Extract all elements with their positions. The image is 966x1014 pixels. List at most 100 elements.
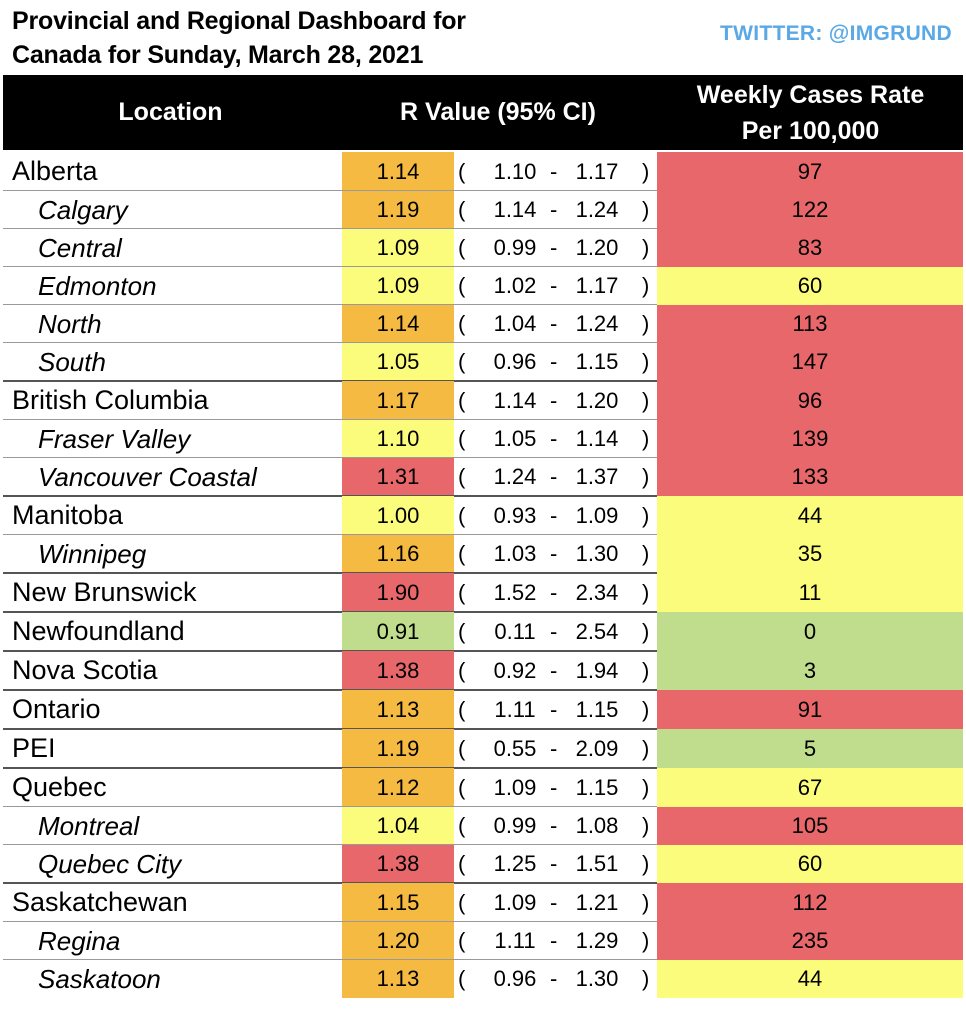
location-name: South: [38, 346, 106, 377]
ci-lower: 1.03: [493, 541, 537, 566]
r-value: 1.15: [342, 883, 454, 922]
province-separator: [3, 728, 657, 730]
ci-close-paren: ): [642, 928, 650, 953]
weekly-cases-rate: 105: [657, 807, 963, 845]
ci-upper: 1.15: [575, 696, 619, 722]
r-value: 1.38: [342, 651, 454, 690]
table-header: Location R Value (95% CI) Weekly Cases R…: [3, 75, 963, 150]
region-separator: [3, 266, 657, 267]
confidence-interval: (1.09-1.15): [455, 768, 657, 807]
location-name: British Columbia: [12, 385, 209, 415]
province-row: Manitoba 1.00(0.93-1.09) 44: [3, 495, 963, 535]
region-separator: [3, 534, 657, 535]
ci-lower: 0.99: [493, 235, 537, 260]
r-value: 1.13: [342, 690, 454, 729]
ci-open-paren: (: [458, 197, 466, 222]
ci-dash: -: [550, 464, 558, 489]
region-row: North 1.14(1.04-1.24) 113: [3, 304, 963, 343]
ci-close-paren: ): [642, 889, 650, 915]
confidence-interval: (1.24-1.37): [455, 458, 657, 496]
weekly-cases-rate: 44: [657, 496, 963, 535]
ci-lower: 1.09: [493, 889, 537, 915]
ci-lower: 1.25: [493, 851, 537, 876]
ci-upper: 1.08: [575, 813, 619, 838]
location-name: Manitoba: [12, 500, 124, 530]
r-value: 1.16: [342, 535, 454, 573]
ci-open-paren: (: [458, 618, 466, 644]
ci-open-paren: (: [458, 311, 466, 336]
region-row: South 1.05(0.96-1.15) 147: [3, 342, 963, 381]
region-separator: [3, 342, 657, 343]
r-value: 1.31: [342, 458, 454, 496]
region-separator: [3, 190, 657, 191]
region-separator: [3, 457, 657, 458]
ci-open-paren: (: [458, 657, 466, 683]
province-separator: [3, 572, 657, 574]
ci-close-paren: ): [642, 618, 650, 644]
region-row: Fraser Valley 1.10(1.05-1.14) 139: [3, 419, 963, 458]
ci-close-paren: ): [642, 502, 650, 528]
r-value: 1.20: [342, 922, 454, 960]
ci-close-paren: ): [642, 735, 650, 761]
ci-upper: 1.51: [575, 851, 619, 876]
ci-lower: 1.10: [493, 158, 537, 184]
ci-open-paren: (: [458, 158, 466, 184]
ci-lower: 1.11: [494, 696, 536, 722]
confidence-interval: (1.10-1.17): [455, 152, 657, 191]
ci-dash: -: [550, 349, 558, 374]
ci-open-paren: (: [458, 774, 466, 800]
ci-open-paren: (: [458, 735, 466, 761]
weekly-cases-rate: 147: [657, 343, 963, 381]
dashboard-table-body: Alberta 1.14(1.10-1.17) 97 Calgary 1.19(1.14…: [3, 152, 963, 998]
region-row: Calgary 1.19(1.14-1.24) 122: [3, 190, 963, 229]
ci-open-paren: (: [458, 349, 466, 374]
ci-close-paren: ): [642, 158, 650, 184]
twitter-handle: TWITTER: @IMGRUND: [719, 22, 952, 45]
weekly-cases-rate: 5: [657, 729, 963, 768]
ci-upper: 1.30: [575, 966, 619, 991]
confidence-interval: (1.05-1.14): [455, 420, 657, 458]
ci-dash: -: [550, 851, 558, 876]
region-separator: [3, 959, 657, 960]
province-separator: [3, 650, 657, 652]
location-name: Calgary: [38, 194, 128, 225]
ci-dash: -: [550, 197, 558, 222]
ci-upper: 1.14: [575, 426, 619, 451]
r-value: 1.19: [342, 729, 454, 768]
confidence-interval: (1.11-1.15): [455, 690, 657, 729]
ci-dash: -: [550, 541, 558, 566]
weekly-cases-rate: 0: [657, 612, 963, 651]
ci-upper: 1.29: [575, 928, 619, 953]
province-separator: [3, 689, 657, 691]
ci-dash: -: [550, 966, 558, 991]
weekly-cases-rate: 235: [657, 922, 963, 960]
ci-upper: 1.17: [575, 273, 619, 298]
ci-open-paren: (: [458, 235, 466, 260]
weekly-cases-rate: 91: [657, 690, 963, 729]
province-separator: [3, 767, 657, 769]
ci-close-paren: ): [642, 541, 650, 566]
confidence-interval: (1.04-1.24): [455, 305, 657, 343]
ci-lower: 1.14: [493, 387, 537, 413]
confidence-interval: (1.14-1.24): [455, 191, 657, 229]
ci-dash: -: [550, 618, 558, 644]
ci-open-paren: (: [458, 851, 466, 876]
r-value: 1.14: [342, 152, 454, 191]
location-name: Quebec: [12, 772, 107, 802]
ci-upper: 2.09: [575, 735, 619, 761]
confidence-interval: (1.14-1.20): [455, 381, 657, 420]
weekly-cases-rate: 113: [657, 305, 963, 343]
province-separator: [3, 495, 657, 497]
province-row: Newfoundland 0.91(0.11-2.54) 0: [3, 611, 963, 651]
header-weekly-cases-rate: Weekly Cases Rate Per 100,000: [658, 75, 963, 150]
ci-open-paren: (: [458, 464, 466, 489]
ci-close-paren: ): [642, 464, 650, 489]
weekly-cases-rate: 83: [657, 229, 963, 267]
ci-close-paren: ): [642, 579, 650, 605]
r-value: 1.19: [342, 191, 454, 229]
region-separator: [3, 806, 657, 807]
confidence-interval: (1.03-1.30): [455, 535, 657, 573]
weekly-cases-rate: 60: [657, 267, 963, 305]
ci-open-paren: (: [458, 813, 466, 838]
header-location: Location: [118, 98, 223, 126]
